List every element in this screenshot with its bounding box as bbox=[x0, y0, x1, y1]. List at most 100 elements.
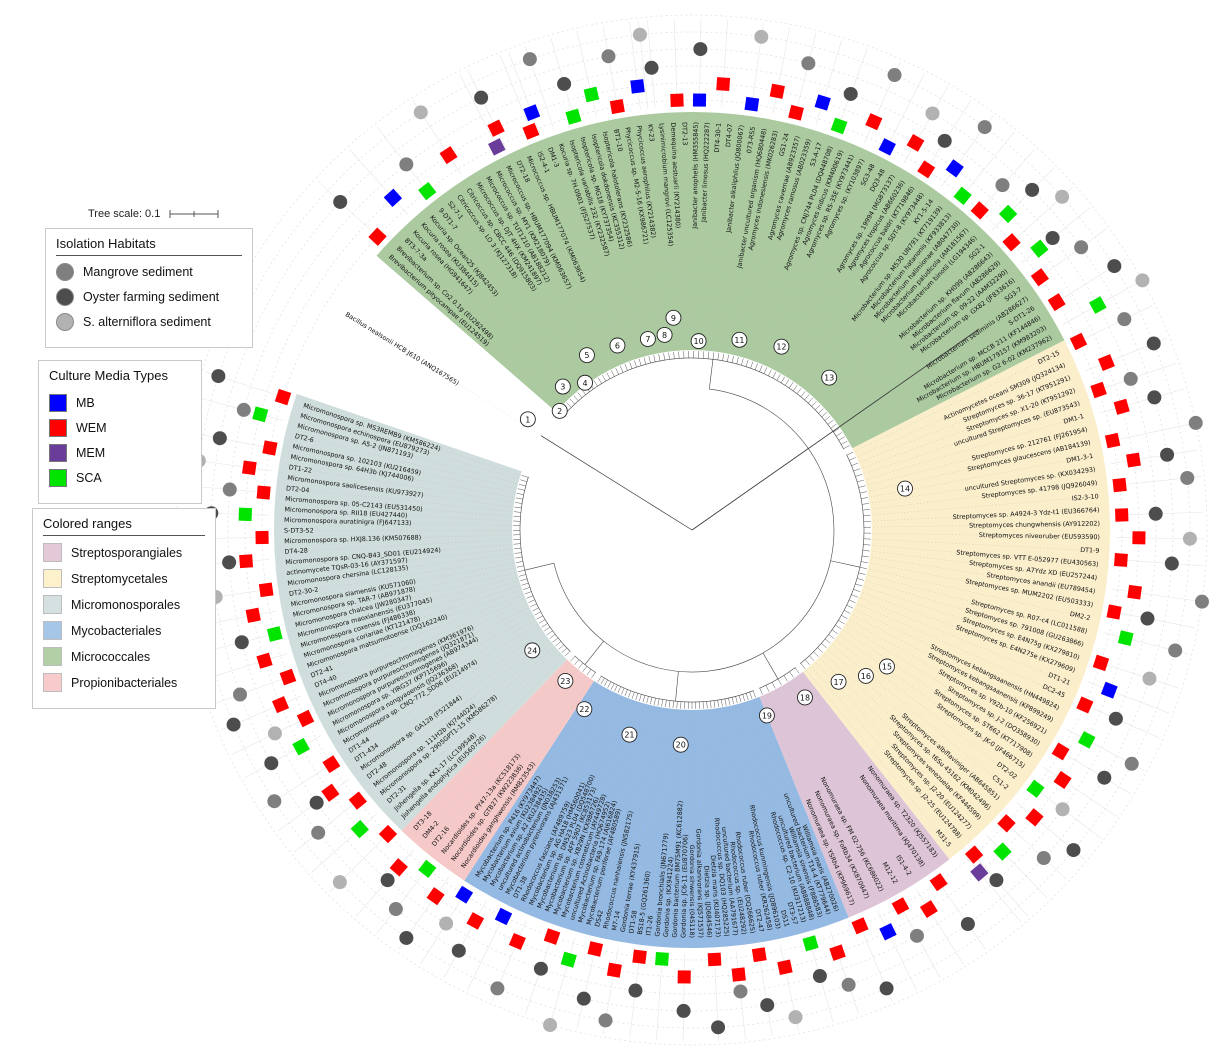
taxon-label: DT4-07 bbox=[724, 123, 734, 147]
media-marker-wem bbox=[1051, 742, 1070, 761]
habitat-marker-mangrove bbox=[801, 56, 816, 71]
legend-item-label: WEM bbox=[76, 421, 107, 435]
media-marker-wem bbox=[751, 947, 767, 963]
taxon-label: IS2-3-10 bbox=[1072, 492, 1099, 502]
node-circle-8 bbox=[656, 326, 673, 343]
habitat-marker-mangrove bbox=[233, 687, 248, 702]
habitat-marker-oyster bbox=[1107, 259, 1122, 274]
habitat-marker-mangrove bbox=[1180, 470, 1195, 485]
habitat-marker-oyster bbox=[843, 86, 858, 101]
media-marker-wem bbox=[262, 440, 278, 456]
node-number: 3 bbox=[560, 383, 565, 392]
media-marker-sca bbox=[802, 935, 819, 952]
node-number: 11 bbox=[734, 336, 744, 345]
media-marker-wem bbox=[255, 530, 269, 545]
media-marker-wem bbox=[487, 119, 505, 137]
legend-item-mangrove-sediment: Mangrove sediment bbox=[56, 263, 242, 281]
node-circle-21 bbox=[621, 726, 638, 743]
media-marker-wem bbox=[1097, 354, 1115, 372]
node-number: 14 bbox=[900, 485, 910, 494]
taxon-label: Dietzia sp. (JQ684546) bbox=[702, 866, 713, 938]
media-marker-wem bbox=[606, 962, 622, 978]
media-marker-wem bbox=[632, 949, 647, 965]
media-marker-wem bbox=[906, 134, 925, 152]
node-number: 8 bbox=[662, 331, 667, 340]
media-marker-wem bbox=[1106, 604, 1122, 620]
taxon-label: Micromonospora auratinigra (FJ647133) bbox=[284, 516, 412, 527]
media-marker-wem bbox=[1076, 696, 1094, 714]
habitat-marker-oyster bbox=[222, 555, 237, 570]
node-circle-23 bbox=[557, 672, 574, 689]
node-number: 12 bbox=[776, 343, 786, 352]
habitat-marker-oyster bbox=[212, 431, 227, 446]
media-marker-wem bbox=[242, 460, 257, 476]
habitat-marker-mangrove bbox=[887, 68, 902, 83]
legend-culture-media: Culture Media Types MB WEM MEM SCA bbox=[38, 360, 202, 504]
habitat-marker-oyster bbox=[264, 756, 279, 771]
square-swatch bbox=[43, 569, 62, 588]
legend-item-streptomycetales: Streptomycetales bbox=[43, 569, 205, 588]
media-marker-wem bbox=[670, 93, 684, 107]
legend-habitats-title: Isolation Habitats bbox=[56, 236, 242, 256]
square-swatch bbox=[49, 469, 67, 487]
media-marker-mb bbox=[814, 94, 831, 111]
node-number: 4 bbox=[582, 379, 587, 388]
node-circle-4 bbox=[577, 374, 593, 391]
legend-item-label: Micromonosporales bbox=[71, 597, 181, 612]
habitat-marker-mangrove bbox=[995, 178, 1010, 193]
media-marker-wem bbox=[1090, 381, 1107, 399]
media-marker-wem bbox=[829, 944, 846, 961]
legend-item-oyster-farming-sediment: Oyster farming sediment bbox=[56, 288, 242, 306]
media-marker-mem bbox=[488, 138, 506, 156]
media-marker-sca bbox=[565, 108, 582, 125]
node-circle-16 bbox=[857, 667, 874, 684]
legend-ranges-title: Colored ranges bbox=[43, 516, 205, 536]
habitat-marker-alterniflora bbox=[632, 27, 647, 42]
legend-item-micrococcales: Micrococcales bbox=[43, 647, 205, 666]
habitat-marker-alterniflora bbox=[1182, 531, 1197, 546]
media-marker-wem bbox=[1114, 553, 1128, 567]
media-marker-wem bbox=[274, 388, 292, 406]
node-circle-22 bbox=[576, 701, 593, 718]
legend-item-mb: MB bbox=[49, 394, 191, 412]
media-marker-wem bbox=[279, 668, 297, 686]
media-marker-sca bbox=[1026, 779, 1045, 798]
wedge-streptomycetales bbox=[802, 340, 1110, 860]
node-circle-15 bbox=[879, 658, 895, 675]
node-circle-9 bbox=[665, 309, 682, 326]
media-marker-wem bbox=[929, 873, 948, 892]
habitat-marker-oyster bbox=[1148, 506, 1163, 521]
media-marker-sca bbox=[993, 842, 1012, 861]
habitat-marker-oyster bbox=[451, 943, 466, 958]
media-marker-wem bbox=[1126, 452, 1141, 468]
habitat-marker-oyster bbox=[1066, 843, 1081, 858]
habitat-marker-mangrove bbox=[490, 981, 505, 996]
habitat-marker-oyster bbox=[1108, 711, 1123, 726]
media-marker-wem bbox=[466, 912, 485, 930]
habitat-marker-oyster bbox=[234, 635, 249, 650]
habitat-marker-oyster bbox=[557, 76, 572, 91]
media-marker-wem bbox=[522, 122, 540, 140]
taxon-label: DT4-28 bbox=[284, 547, 308, 556]
media-marker-wem bbox=[368, 227, 387, 246]
media-marker-wem bbox=[256, 652, 273, 669]
media-marker-mb bbox=[455, 885, 474, 904]
media-marker-wem bbox=[1104, 432, 1121, 449]
media-marker-wem bbox=[245, 607, 261, 623]
node-number: 13 bbox=[824, 374, 834, 383]
media-marker-wem bbox=[322, 755, 341, 774]
habitat-marker-oyster bbox=[1097, 770, 1112, 785]
outer-ring-markers bbox=[187, 27, 1209, 1035]
node-circle-7 bbox=[639, 331, 656, 347]
wedge-micrococcales bbox=[376, 112, 1065, 449]
node-number: 15 bbox=[882, 663, 892, 672]
media-marker-sca bbox=[655, 952, 669, 966]
node-circle-19 bbox=[758, 707, 775, 724]
circle-swatch bbox=[56, 313, 74, 331]
node-circle-17 bbox=[830, 673, 847, 690]
leaf-leader-lines bbox=[290, 128, 1094, 933]
legend-item-streptosporangiales: Streptosporangiales bbox=[43, 543, 205, 562]
habitat-marker-alterniflora bbox=[332, 875, 347, 890]
square-swatch bbox=[43, 595, 62, 614]
